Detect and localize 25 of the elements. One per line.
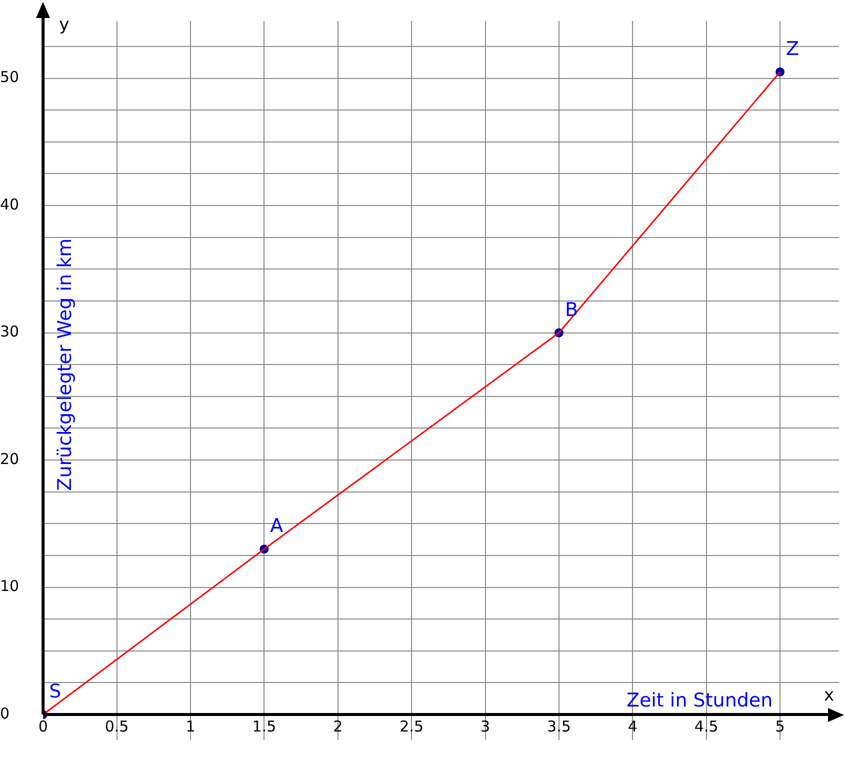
annotation: B	[564, 298, 578, 321]
y-tick-label: 0	[0, 704, 10, 722]
y-tick-label: 50	[0, 68, 20, 86]
y-axis-title: Zurückgelegter Weg in km	[54, 238, 76, 491]
annotation: Z	[786, 38, 800, 60]
x-axis-title: Zeit in Stunden	[626, 690, 773, 712]
y-tick-label: 40	[0, 195, 20, 214]
x-tick-label: 0.5	[104, 717, 129, 736]
x-tick-label: 0	[38, 717, 48, 736]
y-tick-label: 30	[0, 322, 20, 341]
annotation: S	[49, 680, 62, 703]
x-tick-label: 3.5	[547, 717, 571, 736]
x-tick-label: 5	[775, 717, 785, 736]
x-tick-label: 2.5	[400, 717, 424, 736]
annotation: y	[59, 15, 70, 35]
annotation: x	[824, 686, 834, 706]
x-tick-label: 1.5	[252, 717, 276, 736]
x-tick-label: 2	[333, 717, 343, 736]
annotation: A	[270, 515, 284, 538]
x-tick-label: 4.5	[694, 717, 718, 736]
x-tick-label: 3	[480, 717, 490, 736]
x-tick-label: 4	[628, 717, 638, 736]
y-tick-label: 20	[0, 450, 20, 468]
x-tick-label: 1	[186, 717, 196, 736]
y-tick-label: 10	[0, 577, 20, 596]
